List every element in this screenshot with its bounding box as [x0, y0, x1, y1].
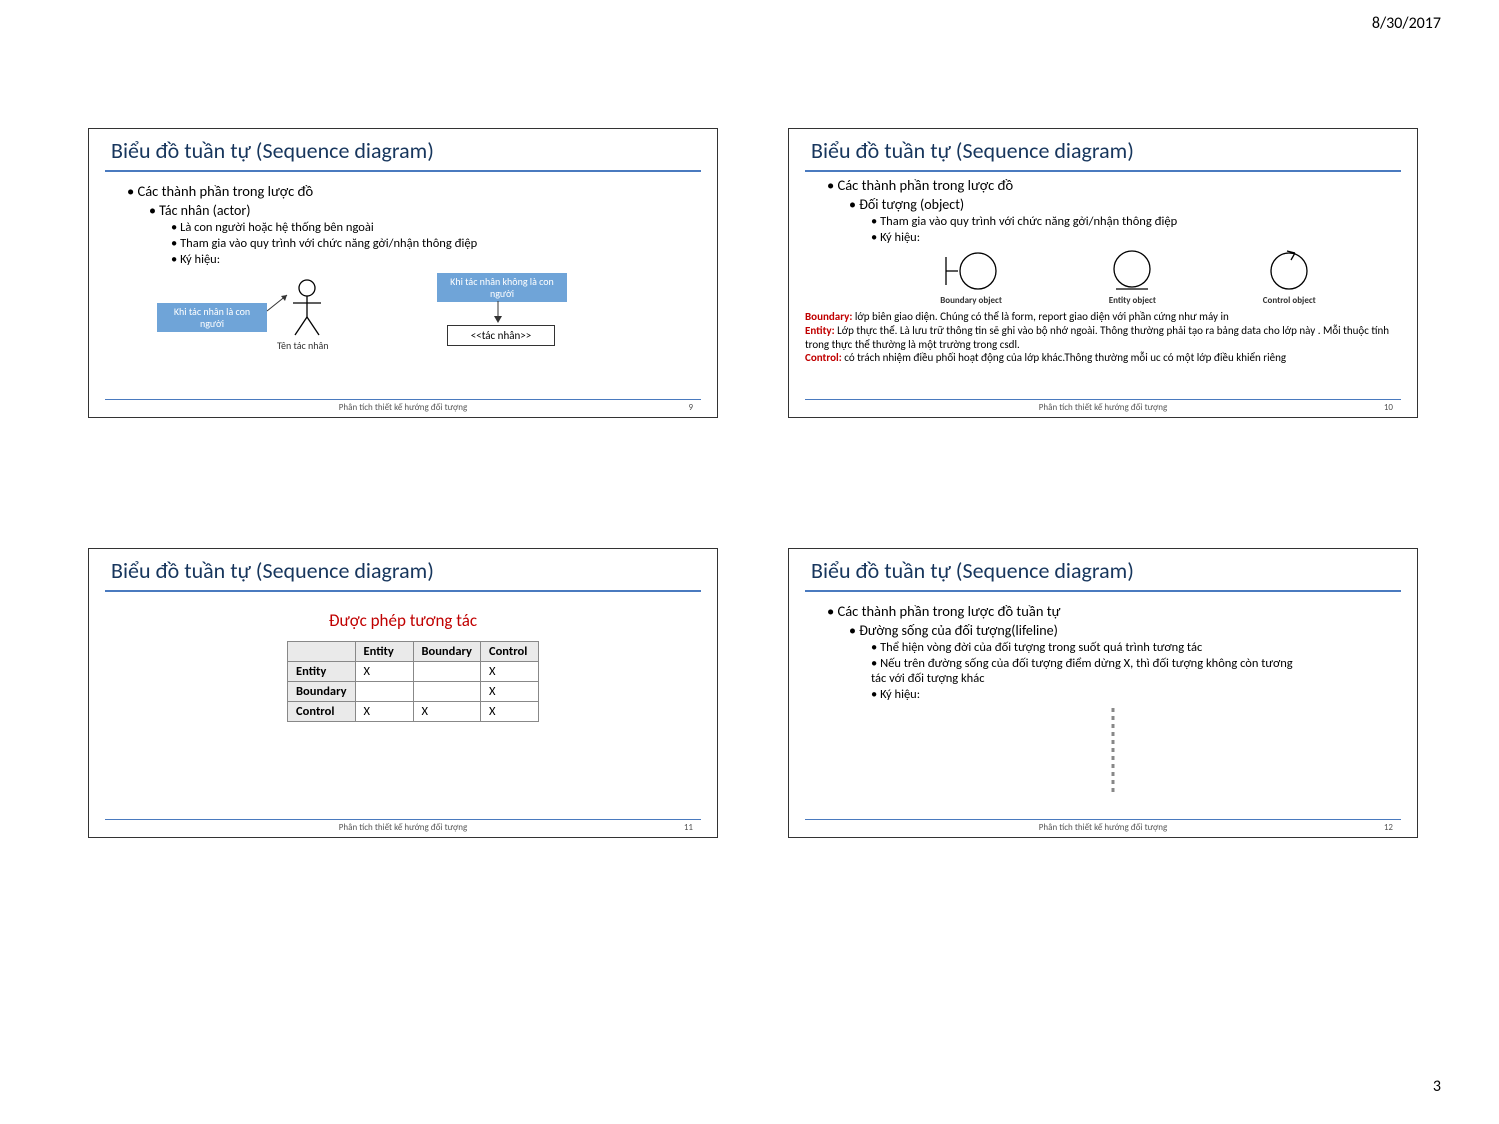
def-control: Control: có trách nhiệm điều phối hoạt đ… — [805, 351, 1401, 365]
icon-label: Control object — [1263, 295, 1316, 306]
entity-object-icon: Entity object — [1108, 249, 1156, 306]
table-cell: Control — [288, 702, 355, 722]
table-cell: X — [480, 682, 538, 702]
lifeline-icon — [1107, 708, 1119, 793]
actor-illustration: Khi tác nhân là con người Tên tác nhân K… — [157, 273, 669, 378]
bullet-l1: Các thành phần trong lược đồ — [827, 176, 1399, 194]
footer-text: Phân tích thiết kế hướng đối tượng — [1039, 402, 1167, 413]
slide-title: Biểu đồ tuần tự (Sequence diagram) — [105, 555, 701, 588]
definitions: Boundary: lớp biên giao diện. Chúng có t… — [789, 310, 1417, 365]
actor-stick-icon — [289, 279, 325, 339]
bullet-l2: Đường sống của đối tượng(lifeline) — [849, 622, 1399, 639]
slide-footer: Phân tích thiết kế hướng đối tượng 11 — [105, 819, 701, 833]
bullet-l2: Đối tượng (object) — [849, 196, 1399, 213]
def-boundary: Boundary: lớp biên giao diện. Chúng có t… — [805, 310, 1401, 324]
term: Entity: — [805, 324, 835, 337]
page-number: 3 — [1433, 1077, 1441, 1096]
slides-grid: Biểu đồ tuần tự (Sequence diagram) Các t… — [88, 128, 1418, 838]
slide-pagenum: 9 — [688, 402, 693, 413]
slide-body: Các thành phần trong lược đồ Tác nhân (a… — [89, 172, 717, 378]
slide-title: Biểu đồ tuần tự (Sequence diagram) — [105, 135, 701, 168]
control-object-icon: Control object — [1263, 249, 1316, 306]
table-cell — [413, 662, 480, 682]
blue-box-left: Khi tác nhân là con người — [157, 303, 267, 332]
footer-text: Phân tích thiết kế hướng đối tượng — [339, 822, 467, 833]
table-header-row: EntityBoundaryControl — [288, 642, 539, 662]
slide-12: Biểu đồ tuần tự (Sequence diagram) Các t… — [788, 548, 1418, 838]
icon-label: Entity object — [1108, 295, 1156, 306]
slide-pagenum: 10 — [1384, 402, 1393, 413]
slide-body: Các thành phần trong lược đồ Đối tượng (… — [789, 172, 1417, 306]
table-cell: X — [355, 702, 413, 722]
bullet-l3: Nếu trên đường sống của đối tượng điểm d… — [871, 656, 1301, 686]
bullet-l3: Ký hiệu: — [871, 230, 1399, 245]
bullet-l3: Là con người hoặc hệ thống bên ngoài — [171, 220, 699, 235]
slide-body: Các thành phần trong lược đồ tuần tự Đườ… — [789, 592, 1417, 793]
title-bar: Biểu đồ tuần tự (Sequence diagram) — [105, 135, 701, 172]
slide-pagenum: 11 — [684, 822, 693, 833]
table-row: Boundary X — [288, 682, 539, 702]
table-row: ControlXXX — [288, 702, 539, 722]
term: Boundary: — [805, 310, 852, 323]
page-date: 8/30/2017 — [1372, 14, 1441, 33]
icon-label: Boundary object — [940, 295, 1002, 306]
bullet-l1: Các thành phần trong lược đồ tuần tự — [827, 602, 1399, 620]
table-header-cell — [288, 642, 355, 662]
table-cell: Entity — [288, 662, 355, 682]
slide-footer: Phân tích thiết kế hướng đối tượng 12 — [805, 819, 1401, 833]
boundary-object-icon: Boundary object — [940, 249, 1002, 306]
bullet-l3: Ký hiệu: — [871, 687, 1399, 702]
stereotype-box: <<tác nhân>> — [447, 325, 555, 346]
bullet-l3: Tham gia vào quy trình với chức năng gởi… — [871, 214, 1399, 229]
table-cell: X — [480, 662, 538, 682]
slide-footer: Phân tích thiết kế hướng đối tượng 10 — [805, 399, 1401, 413]
bullet-l3: Thể hiện vòng đời của đối tượng trong su… — [871, 640, 1399, 655]
table-header-cell: Boundary — [413, 642, 480, 662]
slide-pagenum: 12 — [1384, 822, 1393, 833]
def-text: Lớp thực thể. Là lưu trữ thông tin sẽ gh… — [805, 324, 1389, 351]
footer-text: Phân tích thiết kế hướng đối tượng — [339, 402, 467, 413]
table-row: EntityXX — [288, 662, 539, 682]
bullet-l3: Tham gia vào quy trình với chức năng gởi… — [171, 236, 699, 251]
def-entity: Entity: Lớp thực thể. Là lưu trữ thông t… — [805, 324, 1401, 352]
table-header-cell: Entity — [355, 642, 413, 662]
table-cell: X — [480, 702, 538, 722]
slide-title: Biểu đồ tuần tự (Sequence diagram) — [805, 135, 1401, 168]
slide-9: Biểu đồ tuần tự (Sequence diagram) Các t… — [88, 128, 718, 418]
slide-footer: Phân tích thiết kế hướng đối tượng 9 — [105, 399, 701, 413]
title-bar: Biểu đồ tuần tự (Sequence diagram) — [105, 555, 701, 592]
bullet-l3: Ký hiệu: — [171, 252, 699, 267]
table-cell: Boundary — [288, 682, 355, 702]
subtitle-red: Được phép tương tác — [107, 610, 699, 631]
arrow-icon — [491, 301, 505, 325]
slide-title: Biểu đồ tuần tự (Sequence diagram) — [805, 555, 1401, 588]
term: Control: — [805, 351, 842, 364]
footer-text: Phân tích thiết kế hướng đối tượng — [1039, 822, 1167, 833]
def-text: có trách nhiệm điều phối hoạt động của l… — [842, 351, 1286, 364]
title-bar: Biểu đồ tuần tự (Sequence diagram) — [805, 135, 1401, 172]
object-icons-row: Boundary object Entity object Control ob… — [887, 249, 1369, 306]
blue-box-right: Khi tác nhân không là con người — [437, 273, 567, 302]
slide-11: Biểu đồ tuần tự (Sequence diagram) Được … — [88, 548, 718, 838]
table-cell: X — [355, 662, 413, 682]
interaction-table: EntityBoundaryControl EntityXXBoundaryXC… — [287, 641, 539, 722]
table-cell — [355, 682, 413, 702]
def-text: lớp biên giao diện. Chúng có thể là form… — [852, 310, 1228, 323]
table-cell — [413, 682, 480, 702]
actor-caption: Tên tác nhân — [277, 339, 329, 352]
table-cell: X — [413, 702, 480, 722]
bullet-l2: Tác nhân (actor) — [149, 202, 699, 219]
table-header-cell: Control — [480, 642, 538, 662]
slide-body: Được phép tương tác EntityBoundaryContro… — [89, 592, 717, 722]
bullet-l1: Các thành phần trong lược đồ — [127, 182, 699, 200]
arrow-icon — [265, 291, 293, 313]
title-bar: Biểu đồ tuần tự (Sequence diagram) — [805, 555, 1401, 592]
slide-10: Biểu đồ tuần tự (Sequence diagram) Các t… — [788, 128, 1418, 418]
